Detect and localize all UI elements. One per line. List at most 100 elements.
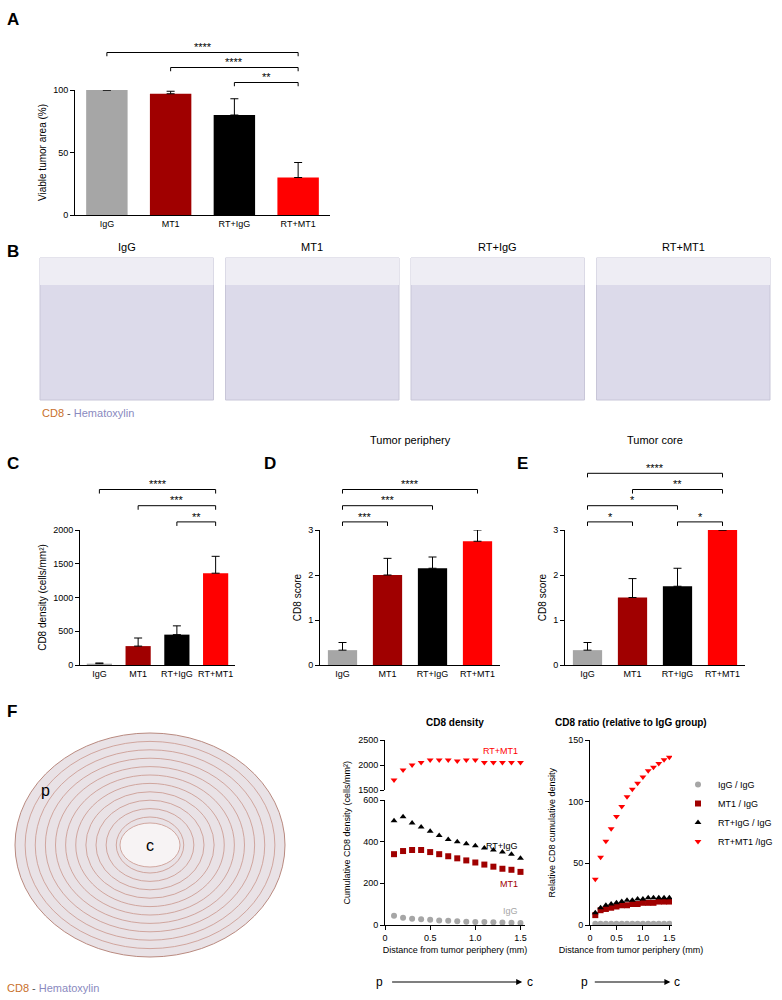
svg-text:400: 400: [363, 837, 378, 847]
svg-text:E: E: [517, 454, 528, 473]
svg-text:Tumor periphery: Tumor periphery: [370, 434, 451, 446]
svg-text:*: *: [698, 511, 703, 523]
svg-text:RT+MT1 /IgG: RT+MT1 /IgG: [718, 837, 773, 847]
svg-text:Distance from tumor periphery: Distance from tumor periphery (mm): [559, 945, 704, 955]
svg-text:CD8 - Hematoxylin: CD8 - Hematoxylin: [42, 407, 134, 419]
svg-text:RT+IgG: RT+IgG: [486, 841, 518, 851]
svg-text:MT1: MT1: [500, 879, 518, 889]
svg-text:100: 100: [53, 85, 68, 95]
svg-text:p: p: [376, 975, 383, 989]
svg-text:RT+IgG: RT+IgG: [662, 669, 694, 679]
svg-text:MT1: MT1: [379, 669, 397, 679]
svg-text:p: p: [41, 782, 50, 799]
svg-text:****: ****: [646, 462, 664, 474]
svg-text:2000: 2000: [358, 760, 378, 770]
svg-text:50: 50: [58, 148, 68, 158]
svg-text:RT+IgG: RT+IgG: [219, 219, 251, 229]
svg-text:150: 150: [568, 735, 583, 745]
svg-text:0: 0: [68, 660, 73, 670]
svg-text:CD8 score: CD8 score: [292, 573, 303, 621]
svg-text:RT+IgG: RT+IgG: [161, 669, 193, 679]
svg-text:2: 2: [308, 570, 313, 580]
svg-text:D: D: [264, 454, 276, 473]
svg-text:MT1: MT1: [624, 669, 642, 679]
svg-text:1.5: 1.5: [663, 933, 676, 943]
svg-text:IgG: IgG: [335, 669, 350, 679]
svg-text:B: B: [7, 242, 19, 261]
svg-text:RT+MT1: RT+MT1: [705, 669, 740, 679]
svg-text:IgG / IgG: IgG / IgG: [718, 780, 755, 790]
svg-text:CD8 - Hematoxylin: CD8 - Hematoxylin: [7, 982, 99, 994]
svg-text:2000: 2000: [53, 525, 73, 535]
svg-text:Cumulative CD8 density (cells/: Cumulative CD8 density (cells/mm²): [342, 761, 352, 905]
svg-text:0: 0: [63, 210, 68, 220]
svg-text:Relative CD8 cumulative densit: Relative CD8 cumulative density: [547, 767, 557, 897]
svg-text:1.0: 1.0: [637, 933, 650, 943]
svg-text:IgG: IgG: [92, 669, 107, 679]
svg-text:IgG: IgG: [503, 906, 518, 916]
svg-text:MT1: MT1: [301, 241, 323, 253]
svg-text:*: *: [608, 511, 613, 523]
svg-text:1: 1: [308, 615, 313, 625]
svg-text:***: ***: [358, 511, 372, 523]
svg-text:CD8 score: CD8 score: [537, 573, 548, 621]
svg-text:**: **: [262, 71, 271, 83]
svg-text:1500: 1500: [358, 785, 378, 795]
svg-text:c: c: [527, 975, 533, 989]
svg-text:200: 200: [363, 878, 378, 888]
svg-text:1.5: 1.5: [514, 933, 527, 943]
svg-text:****: ****: [225, 56, 243, 68]
svg-text:MT1: MT1: [129, 669, 147, 679]
svg-text:Viable tumor area (%): Viable tumor area (%): [37, 104, 48, 201]
svg-text:Tumor core: Tumor core: [627, 434, 683, 446]
svg-text:IgG: IgG: [118, 241, 136, 253]
svg-text:RT+MT1: RT+MT1: [662, 241, 705, 253]
svg-text:***: ***: [170, 494, 184, 506]
svg-text:*: *: [630, 494, 635, 506]
svg-text:**: **: [673, 478, 682, 490]
svg-text:2: 2: [553, 570, 558, 580]
svg-text:600: 600: [363, 795, 378, 805]
svg-text:CD8 ratio (relative to IgG gro: CD8 ratio (relative to IgG group): [555, 717, 707, 728]
svg-text:RT+MT1: RT+MT1: [198, 669, 233, 679]
svg-text:1.0: 1.0: [469, 933, 482, 943]
svg-text:MT1: MT1: [162, 219, 180, 229]
svg-text:C: C: [7, 454, 19, 473]
svg-text:3: 3: [553, 525, 558, 535]
svg-text:50: 50: [573, 858, 583, 868]
svg-text:****: ****: [194, 41, 212, 53]
svg-text:2500: 2500: [358, 735, 378, 745]
svg-text:***: ***: [381, 494, 395, 506]
svg-text:IgG: IgG: [580, 669, 595, 679]
svg-text:100: 100: [568, 797, 583, 807]
svg-text:p: p: [581, 975, 588, 989]
svg-text:F: F: [7, 702, 17, 721]
svg-text:0.5: 0.5: [424, 933, 437, 943]
svg-text:IgG: IgG: [100, 219, 115, 229]
svg-text:c: c: [674, 975, 680, 989]
svg-text:A: A: [7, 10, 19, 29]
svg-text:0: 0: [578, 920, 583, 930]
svg-text:1: 1: [553, 615, 558, 625]
svg-text:0: 0: [373, 920, 378, 930]
svg-text:0: 0: [382, 933, 387, 943]
svg-text:RT+MT1: RT+MT1: [281, 219, 316, 229]
svg-text:500: 500: [58, 626, 73, 636]
svg-text:MT1 / IgG: MT1 / IgG: [718, 799, 758, 809]
svg-text:CD8 density (cells/mm²): CD8 density (cells/mm²): [37, 544, 48, 651]
svg-text:0: 0: [308, 660, 313, 670]
svg-text:****: ****: [401, 478, 419, 490]
svg-text:1500: 1500: [53, 559, 73, 569]
svg-text:1000: 1000: [53, 593, 73, 603]
svg-text:RT+IgG: RT+IgG: [417, 669, 449, 679]
svg-text:c: c: [146, 837, 154, 854]
svg-text:****: ****: [149, 478, 167, 490]
svg-text:0: 0: [553, 660, 558, 670]
svg-text:Distance from tumor periphery: Distance from tumor periphery (mm): [383, 945, 528, 955]
svg-text:0.5: 0.5: [610, 933, 623, 943]
svg-text:RT+IgG / IgG: RT+IgG / IgG: [718, 818, 772, 828]
svg-text:**: **: [192, 511, 201, 523]
svg-text:RT+MT1: RT+MT1: [483, 746, 518, 756]
svg-text:0: 0: [587, 933, 592, 943]
svg-text:RT+IgG: RT+IgG: [478, 241, 517, 253]
